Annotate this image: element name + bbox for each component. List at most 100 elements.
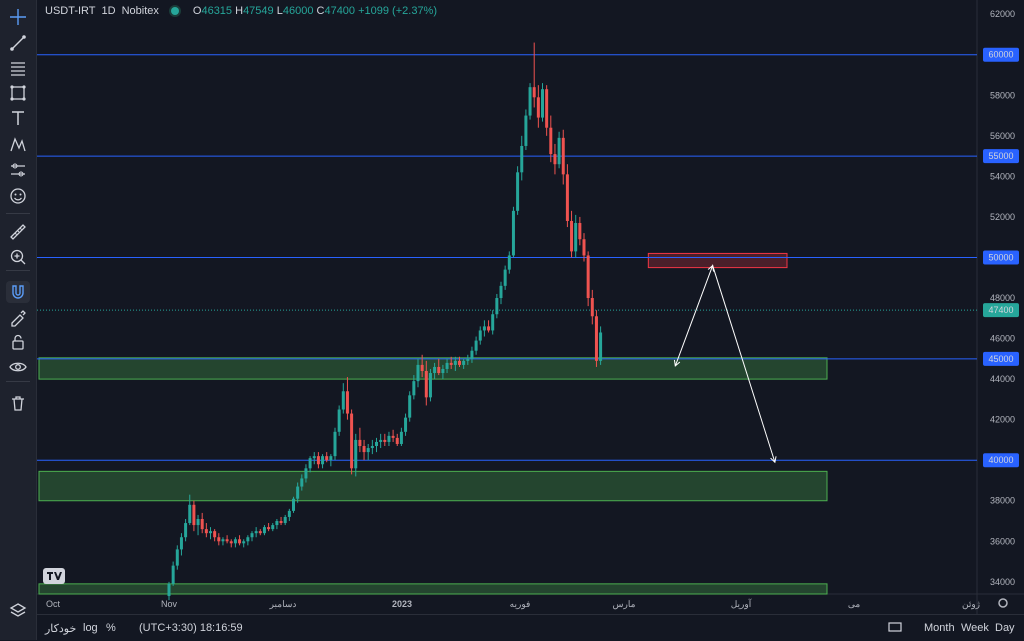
zoom-in-icon[interactable] [6, 246, 30, 268]
trend-line-icon[interactable] [6, 32, 30, 54]
candle-body [520, 145, 524, 173]
price-line-tag [983, 351, 1019, 366]
support-zone[interactable] [38, 357, 828, 380]
candle-body [578, 223, 582, 240]
drawing-toolbar [0, 0, 37, 640]
candle-body [420, 364, 424, 371]
horizontal-lines-icon[interactable] [6, 57, 30, 79]
price-tick-label: 54000 [990, 171, 1015, 181]
range-day-button[interactable]: Day [995, 622, 1015, 634]
ruler-icon[interactable] [6, 221, 30, 243]
projection-arrowhead [770, 456, 777, 464]
toolbar-separator [6, 270, 30, 271]
crosshair-icon[interactable] [6, 6, 30, 28]
gear-icon[interactable] [998, 598, 1008, 608]
candle-body [238, 539, 242, 544]
candle-body [370, 446, 374, 449]
candle-body [433, 366, 437, 374]
candle-body [408, 395, 412, 418]
percent-scale-button[interactable]: % [106, 622, 116, 634]
lock-icon[interactable] [6, 331, 30, 353]
range-month-button[interactable]: Month [924, 622, 955, 634]
candle-body [175, 549, 179, 566]
candle-body [424, 370, 428, 398]
resistance-zone[interactable] [647, 252, 788, 269]
toolbar-separator [6, 213, 30, 214]
candle-body [586, 255, 590, 299]
candle-body [362, 446, 366, 453]
log-scale-button[interactable]: log [83, 622, 98, 634]
price-tick-label: 38000 [990, 496, 1015, 506]
exchange-label: Nobitex [121, 5, 159, 17]
axis-settings-icon[interactable] [998, 598, 1008, 608]
candle-body [312, 456, 316, 459]
measure-projection-icon[interactable] [6, 159, 30, 181]
candle-body [188, 504, 192, 524]
candle-body [561, 137, 565, 175]
price-line-tag [983, 47, 1019, 62]
chart-area[interactable]: 62000 58000 56000 54000 52000 48000 46000 44000… [37, 0, 1024, 640]
price-line-tag [983, 250, 1019, 265]
open-value: 46315 [201, 5, 233, 17]
candle-body [387, 435, 391, 442]
change-value: +1099 (+2.37%) [358, 5, 437, 17]
candle-body [478, 330, 482, 341]
price-line-tag-text: 40000 [988, 455, 1013, 465]
pattern-icon[interactable] [6, 133, 30, 155]
candle-body [375, 441, 378, 447]
candle-body [246, 537, 250, 542]
symbol-name[interactable]: USDT-IRT [45, 5, 96, 17]
time-tick-label: 2023 [392, 599, 412, 609]
candle-body [524, 115, 528, 146]
candle-body [379, 439, 383, 442]
candle-body [250, 533, 254, 538]
candle-body [553, 154, 557, 165]
candle-body [308, 458, 312, 469]
object-tree-icon[interactable] [6, 600, 30, 622]
candle-body [225, 539, 229, 542]
candle-body [445, 362, 449, 369]
price-line-tag [983, 453, 1019, 468]
candle-body [316, 456, 320, 465]
rectangle-icon[interactable] [6, 82, 30, 104]
price-line-tag-text: 45000 [988, 354, 1013, 364]
candle-body [292, 498, 295, 511]
support-zone[interactable] [38, 583, 828, 595]
time-tick-label: فوریه [510, 599, 531, 610]
candle-body [233, 539, 237, 544]
candle-body [528, 87, 532, 116]
support-zone[interactable] [38, 470, 828, 502]
magnet-icon[interactable] [6, 281, 30, 303]
emoji-icon[interactable] [6, 185, 30, 207]
price-chart[interactable]: 62000 58000 56000 54000 52000 48000 46000 44000… [37, 0, 1024, 614]
time-tick-label: می [848, 599, 861, 609]
candle-body [482, 326, 486, 331]
auto-scale-button[interactable]: خودکار [45, 623, 77, 635]
text-icon[interactable] [6, 107, 30, 129]
candle-body [404, 417, 408, 432]
candle-body [594, 316, 598, 361]
price-line-tag [983, 149, 1019, 164]
candle-body [437, 366, 441, 374]
time-tick-label: مارس [613, 599, 636, 610]
interval-label[interactable]: 1D [101, 5, 116, 17]
timezone-clock[interactable]: (UTC+3:30) 18:16:59 [139, 622, 243, 634]
candle-body [341, 391, 345, 410]
range-week-button[interactable]: Week [961, 622, 989, 634]
candle-body [279, 521, 283, 524]
candle-body [366, 448, 370, 453]
candle-body [449, 362, 453, 365]
candle-body [470, 350, 474, 359]
candle-body [590, 298, 594, 317]
eye-icon[interactable] [6, 356, 30, 378]
candle-body [333, 431, 337, 457]
candle-body [287, 510, 291, 517]
trash-icon[interactable] [6, 392, 30, 414]
candle-body [503, 269, 507, 286]
candle-body [466, 358, 470, 361]
lock-drawings-icon[interactable] [6, 306, 30, 328]
candle-body [545, 89, 549, 128]
fullscreen-icon[interactable] [888, 621, 902, 633]
candle-body [179, 537, 183, 550]
candle-body [262, 527, 266, 534]
